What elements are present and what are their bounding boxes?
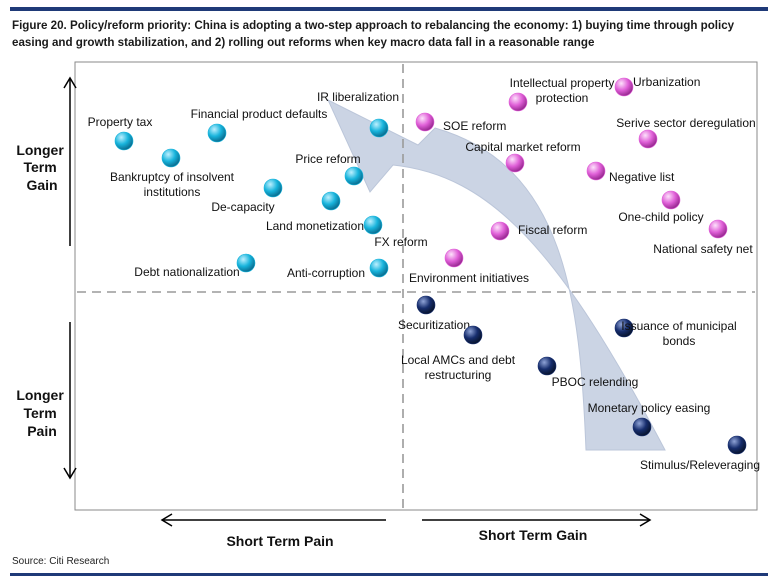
policy-label: FX reform xyxy=(374,235,427,249)
policy-item: Fiscal reform xyxy=(490,221,587,241)
policy-label: SOE reform xyxy=(443,119,506,133)
policy-item: Property tax xyxy=(88,115,153,151)
policy-item: Bankruptcy of insolvent institutions xyxy=(110,148,235,199)
cyan-bubble xyxy=(263,178,283,198)
policy-item: Capital market reform xyxy=(465,140,581,173)
policy-item: De-capacity xyxy=(211,178,283,214)
policy-label: De-capacity xyxy=(211,200,274,214)
policy-label: Land monetization xyxy=(266,219,364,233)
magenta-bubble xyxy=(708,219,728,239)
policy-label: Environment initiatives xyxy=(409,271,529,285)
policy-label: Price reform xyxy=(295,152,360,166)
policy-label: Local AMCs and debt restructuring xyxy=(401,353,516,382)
policy-label: One-child policy xyxy=(618,210,703,224)
cyan-bubble xyxy=(161,148,181,168)
curved-arrow xyxy=(326,98,666,451)
magenta-bubble xyxy=(415,112,435,132)
policy-label: Capital market reform xyxy=(465,140,580,154)
magenta-bubble xyxy=(444,248,464,268)
y-gain-label: Longer Term Gain xyxy=(16,142,67,193)
cyan-bubble xyxy=(236,253,256,273)
policy-item: FX reform xyxy=(363,215,428,249)
policy-label: Monetary policy easing xyxy=(588,401,711,415)
source-note: Source: Citi Research xyxy=(12,556,110,567)
cyan-bubble xyxy=(114,131,134,151)
cyan-bubble xyxy=(363,215,383,235)
policy-label: Serive sector deregulation xyxy=(616,116,755,130)
cyan-bubble xyxy=(207,123,227,143)
magenta-bubble xyxy=(614,77,634,97)
policy-label: Urbanization xyxy=(633,75,700,89)
gain-arrowhead xyxy=(63,76,77,89)
policy-label: Financial product defaults xyxy=(191,107,328,121)
policy-item: Debt nationalization xyxy=(134,253,256,279)
cyan-bubble xyxy=(369,258,389,278)
top-rule xyxy=(10,7,768,11)
policy-item: National safety net xyxy=(653,219,753,256)
policy-label: Negative list xyxy=(609,170,675,184)
policy-label: IR liberalization xyxy=(317,90,399,104)
policy-item: Financial product defaults xyxy=(191,107,328,143)
navy-bubble xyxy=(537,356,557,376)
policy-item: Environment initiatives xyxy=(409,248,529,285)
policy-label: Fiscal reform xyxy=(518,223,587,237)
policy-label: Securitization xyxy=(398,318,470,332)
x-gain-label: Short Term Gain xyxy=(479,527,588,543)
gain-x-arrowhead xyxy=(639,513,652,527)
policy-item: Issuance of municipal bonds xyxy=(614,318,737,348)
navy-bubble xyxy=(614,318,634,338)
policy-label: PBOC relending xyxy=(552,375,639,389)
y-pain-label: Longer Term Pain xyxy=(16,387,67,439)
figure-title: Figure 20. Policy/reform priority: China… xyxy=(12,19,735,49)
navy-bubble xyxy=(632,417,652,437)
magenta-bubble xyxy=(638,129,658,149)
policy-item: IR liberalization xyxy=(317,90,399,138)
x-pain-label: Short Term Pain xyxy=(226,533,333,549)
policy-label: National safety net xyxy=(653,242,753,256)
navy-bubble xyxy=(727,435,747,455)
policy-label: Property tax xyxy=(88,115,153,129)
cyan-bubble xyxy=(321,191,341,211)
policy-item: Securitization xyxy=(398,295,470,332)
policy-label: Bankruptcy of insolvent institutions xyxy=(110,170,235,199)
policy-label: Anti-corruption xyxy=(287,266,365,280)
policy-item: Serive sector deregulation xyxy=(616,116,756,149)
policy-item: SOE reform xyxy=(415,112,506,133)
magenta-bubble xyxy=(586,161,606,181)
navy-bubble xyxy=(463,325,483,345)
policy-item: Price reform xyxy=(295,152,364,186)
policy-item: Local AMCs and debt restructuring xyxy=(401,325,516,382)
cyan-bubble xyxy=(344,166,364,186)
magenta-bubble xyxy=(508,92,528,112)
policy-item: One-child policy xyxy=(618,190,704,224)
magenta-bubble xyxy=(490,221,510,241)
policy-item: Monetary policy easing xyxy=(588,401,711,437)
policy-label: Issuance of municipal bonds xyxy=(621,319,736,348)
policy-items: Property tax Financial product defaults IR… xyxy=(88,75,760,472)
policy-item: Stimulus/Releveraging xyxy=(640,435,760,472)
navy-bubble xyxy=(416,295,436,315)
policy-label: Debt nationalization xyxy=(134,265,239,279)
policy-item: Anti-corruption xyxy=(287,258,389,280)
policy-item: Urbanization xyxy=(614,75,700,97)
policy-item: Negative list xyxy=(586,161,675,184)
pain-x-arrowhead xyxy=(160,513,173,527)
magenta-bubble xyxy=(661,190,681,210)
cyan-bubble xyxy=(369,118,389,138)
magenta-bubble xyxy=(505,153,525,173)
policy-item: Land monetization xyxy=(266,191,364,233)
pain-arrowhead xyxy=(63,467,77,480)
policy-label: Intellectual property protection xyxy=(510,76,615,105)
policy-item: PBOC relending xyxy=(537,356,639,389)
plot-frame xyxy=(74,61,758,511)
policy-label: Stimulus/Releveraging xyxy=(640,458,760,472)
policy-item: Intellectual property protection xyxy=(508,76,615,112)
bottom-rule xyxy=(10,573,768,576)
